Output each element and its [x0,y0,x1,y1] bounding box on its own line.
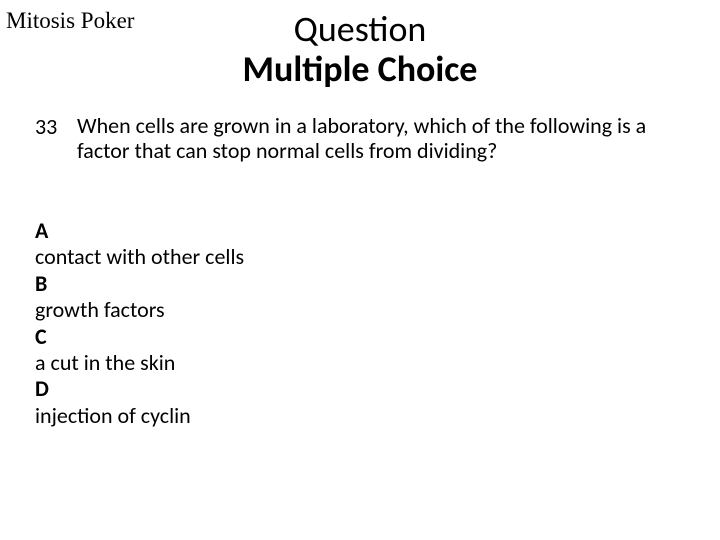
option-a-letter: A [35,218,244,244]
option-b-text: growth factors [35,297,244,323]
title-line2: Multiple Choice [0,50,720,90]
option-d-text: injection of cyclin [35,403,244,429]
question-row: 33 When cells are grown in a laboratory,… [35,113,675,164]
option-d-letter: D [35,376,244,402]
title-block: Question Multiple Choice [0,10,720,89]
options-block: A contact with other cells B growth fact… [35,218,244,429]
option-c-text: a cut in the skin [35,350,244,376]
option-b-letter: B [35,271,244,297]
option-a-text: contact with other cells [35,244,244,270]
title-line1: Question [0,10,720,50]
question-number: 33 [35,113,77,140]
option-c-letter: C [35,324,244,350]
question-text: When cells are grown in a laboratory, wh… [77,113,675,164]
